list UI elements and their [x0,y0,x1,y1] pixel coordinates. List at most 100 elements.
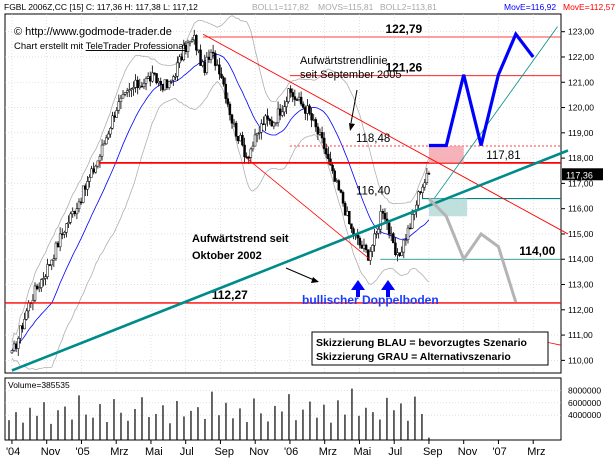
candle-body [46,264,49,277]
candle-body [348,210,351,225]
x-tick-label: Mrz [110,446,128,458]
y-tick-label: 119,00 [568,128,594,138]
x-tick-label: Nov [41,446,61,458]
candle-body [75,208,79,215]
y-tick-label: 122,00 [568,52,594,62]
channel-line-lower [246,157,371,260]
candle-body [63,232,66,235]
candle-body [94,165,98,173]
arrow-trendline-sep2005 [349,89,358,131]
candle-body [207,56,211,60]
candle-body [260,123,263,133]
candle-body [84,185,87,190]
candle-body [174,75,177,78]
candle-body [81,185,85,203]
trendline-oct2002 [11,149,569,372]
bollinger-upper-line [11,15,430,343]
candle-body [71,210,74,215]
y-tick-label: 110,00 [568,355,594,365]
watermark-credit-link[interactable]: TeleTrader Professional [86,41,186,52]
candle-body [167,81,171,88]
support-zone [428,198,468,217]
candle-body [197,49,200,52]
candle-body [33,285,37,301]
scenario-legend-box [311,331,549,366]
candle-body [149,76,152,82]
candle-body [410,214,414,229]
candle-body [40,279,43,288]
candle-body [375,232,378,235]
candle-body [387,222,391,235]
x-tick-label: '07 [492,446,506,458]
candle-body [65,223,68,233]
level-label: 112,27 [212,288,248,302]
candle-body [373,233,376,246]
candle-body [213,52,217,66]
candle-body [190,39,194,42]
candle-body [427,173,431,175]
candle-body [423,182,427,188]
resistance-zone [428,145,464,163]
annotation-uptrend-oct2002-line2: Oktober 2002 [192,250,262,262]
candle-body [308,105,311,114]
candle-body [394,242,397,256]
candle-body [289,88,292,93]
y-tick-label: 115,00 [568,229,594,239]
candle-body [268,118,271,121]
level-label: 118,48 [356,133,390,145]
candle-body [253,134,257,147]
candle-body [299,96,303,105]
y-tick-label: 117,00 [568,178,594,188]
candle-body [316,126,320,135]
volume-tick-label: 8000000 [568,385,601,395]
x-axis: '04 Nov '05 Mrz Mai Jul Sep Nov '06 Mrz Mai Jul Sep N… [6,440,546,458]
candle-body [102,143,106,146]
candle-body [304,107,307,114]
candle-body [262,123,265,126]
candle-body [364,244,368,250]
candle-body [381,211,385,214]
candle-body [16,338,20,349]
candle-body [230,114,234,124]
candle-body [272,122,276,127]
last-price-tag [562,168,603,181]
candle-body [104,137,108,145]
candle-body [199,49,202,66]
candle-body [153,72,156,75]
y-tick-label: 121,00 [568,77,594,87]
candle-body [134,79,137,88]
header-movs: MOVS=115,81 [318,2,374,12]
candle-body [281,111,284,116]
candle-body [243,144,246,158]
candle-body [88,177,91,182]
header-instrument-info: FGBL 2006Z,CC [15] C: 117,36 H: 117,38 L… [4,2,198,12]
candle-body [107,133,110,139]
x-tick-label: Jul [180,446,194,458]
candle-body [92,168,95,173]
candle-body [14,343,18,349]
candle-body [406,227,410,241]
candle-body [86,181,89,190]
candle-body [276,108,280,123]
candle-body [417,191,420,206]
volume-title: Volume=385535 [8,380,70,390]
candle-body [25,310,28,320]
candle-body [398,252,401,256]
level-label: 116,40 [356,186,390,198]
candle-body [193,35,196,41]
candle-body [293,96,297,100]
candle-body [389,233,393,235]
candle-body [224,83,227,99]
candle-body [195,35,198,51]
candle-body [220,73,223,78]
candle-body [144,78,148,84]
candle-body [188,40,192,44]
candle-body [218,64,221,75]
candle-body [113,115,116,118]
candle-body [169,79,173,82]
candle-body [333,170,336,182]
candle-body [371,245,374,252]
price-grid: 110,00 111,00 112,00 113,00 114,00 115,00 116,… [5,14,594,373]
volume-layer: 8000000 6000000 4000000 [5,385,601,440]
